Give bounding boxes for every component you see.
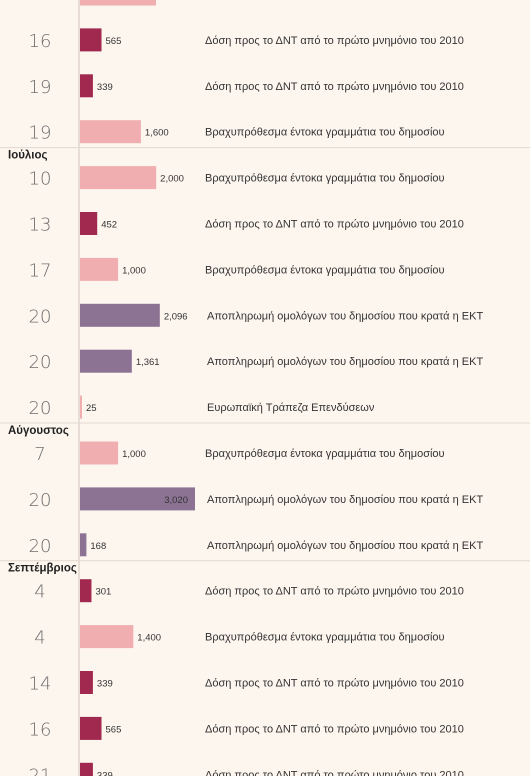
day-label: 14 xyxy=(29,674,52,695)
bar xyxy=(80,257,119,281)
value-label: 1,000 xyxy=(122,449,146,460)
bar xyxy=(80,671,93,694)
category-label: Δόση προς το ΔΝΤ από το πρώτο μνημόνιο τ… xyxy=(205,769,464,776)
value-label: 301 xyxy=(95,587,111,598)
day-label: 13 xyxy=(29,215,52,236)
category-label: Αποπληρωμή ομολόγων του δημοσίου που κρα… xyxy=(207,494,483,506)
day-label: 20 xyxy=(29,306,52,327)
value-label: 168 xyxy=(90,541,106,552)
category-label: Βραχυπρόθεσμα έντοκα γραμμάτια του δημοσ… xyxy=(205,173,445,185)
bar xyxy=(80,716,102,740)
bar xyxy=(80,120,141,144)
value-label: 1,400 xyxy=(137,633,161,644)
month-label: Σεπτέμβριος xyxy=(8,563,77,575)
value-label: 452 xyxy=(101,220,117,231)
category-label: Αποπληρωμή ομολόγων του δημοσίου που κρα… xyxy=(207,310,483,322)
value-label: 339 xyxy=(97,770,113,776)
day-label: 19 xyxy=(29,77,52,98)
day-label: 21 xyxy=(29,765,52,776)
category-label: Βραχυπρόθεσμα έντοκα γραμμάτια του δημοσ… xyxy=(205,632,445,644)
value-label: 565 xyxy=(106,36,122,47)
day-label: 20 xyxy=(29,398,52,419)
day-label: 10 xyxy=(29,169,52,190)
value-label: 2,000 xyxy=(160,174,184,185)
value-label: 3,020 xyxy=(164,495,188,506)
value-label: 565 xyxy=(106,724,122,735)
day-label: 20 xyxy=(29,352,52,373)
value-label: 25 xyxy=(86,403,97,414)
bar xyxy=(80,349,132,373)
value-label: 339 xyxy=(97,679,113,690)
category-label: Ευρωπαϊκή Τράπεζα Επενδύσεων xyxy=(207,402,375,414)
bar xyxy=(80,212,98,235)
bar xyxy=(80,0,156,6)
month-label: Αύγουστος xyxy=(8,425,69,437)
day-label: 4 xyxy=(34,628,45,649)
bar xyxy=(80,28,102,52)
category-label: Βραχυπρόθεσμα έντοκα γραμμάτια του δημοσ… xyxy=(205,448,445,460)
month-label: Ιούλιος xyxy=(8,150,48,162)
category-label: Δόση προς το ΔΝΤ από το πρώτο μνημόνιο τ… xyxy=(205,81,464,93)
category-label: Αποπληρωμή ομολόγων του δημοσίου που κρα… xyxy=(207,356,483,368)
category-label: Δόση προς το ΔΝΤ από το πρώτο μνημόνιο τ… xyxy=(205,219,464,231)
day-label: 7 xyxy=(34,444,45,465)
bar xyxy=(80,625,134,649)
category-label: Δόση προς το ΔΝΤ από το πρώτο μνημόνιο τ… xyxy=(205,678,464,690)
bar xyxy=(80,395,82,419)
bar xyxy=(80,303,160,327)
category-label: Δόση προς το ΔΝΤ από το πρώτο μνημόνιο τ… xyxy=(205,35,464,47)
day-label: 16 xyxy=(29,719,52,740)
day-label: 16 xyxy=(29,31,52,52)
day-label: 20 xyxy=(29,536,52,557)
day-label: 20 xyxy=(29,490,52,511)
bar xyxy=(80,533,87,557)
bar xyxy=(80,441,119,465)
value-label: 2,096 xyxy=(164,311,188,322)
category-label: Δόση προς το ΔΝΤ από το πρώτο μνημόνιο τ… xyxy=(205,723,464,735)
value-label: 1,000 xyxy=(122,265,146,276)
bar xyxy=(80,487,195,511)
day-label: 19 xyxy=(29,123,52,144)
day-label: 4 xyxy=(34,582,45,603)
value-label: 339 xyxy=(97,82,113,93)
bar xyxy=(80,166,157,190)
bar xyxy=(80,579,92,603)
bar xyxy=(80,762,93,776)
category-label: Δόση προς το ΔΝΤ από το πρώτο μνημόνιο τ… xyxy=(205,586,464,598)
value-label: 1,600 xyxy=(145,128,169,139)
day-label: 17 xyxy=(29,260,52,281)
category-label: Αποπληρωμή ομολόγων του δημοσίου που κρα… xyxy=(207,540,483,552)
category-label: Βραχυπρόθεσμα έντοκα γραμμάτια του δημοσ… xyxy=(205,127,445,139)
category-label: Βραχυπρόθεσμα έντοκα γραμμάτια του δημοσ… xyxy=(205,264,445,276)
value-label: 1,361 xyxy=(136,357,160,368)
bar xyxy=(80,74,93,98)
